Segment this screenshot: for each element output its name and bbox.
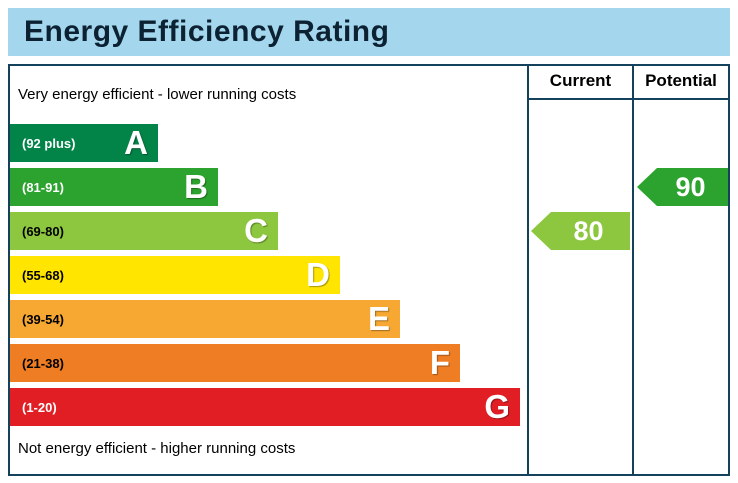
potential-column-header: Potential bbox=[645, 71, 717, 90]
bottom-note: Not energy efficient - higher running co… bbox=[18, 440, 296, 457]
chart-title-bar: Energy Efficiency Rating bbox=[8, 8, 730, 56]
band-a-range: (92 plus) bbox=[22, 135, 76, 151]
band-e: (39-54) E bbox=[10, 300, 400, 338]
band-e-range: (39-54) bbox=[22, 311, 64, 327]
band-a: (92 plus) A bbox=[10, 124, 158, 162]
potential-rating-arrow: 90 bbox=[637, 168, 728, 206]
band-g-letter: G bbox=[484, 388, 510, 425]
top-note: Very energy efficient - lower running co… bbox=[18, 86, 297, 103]
band-g-range: (1-20) bbox=[22, 399, 57, 415]
current-column-divider bbox=[527, 66, 529, 474]
band-d-letter: D bbox=[306, 256, 330, 293]
current-rating-value: 80 bbox=[573, 215, 604, 246]
band-f: (21-38) F bbox=[10, 344, 460, 382]
band-a-letter: A bbox=[124, 124, 148, 161]
band-b-letter: B bbox=[184, 168, 208, 205]
band-d-range: (55-68) bbox=[22, 267, 64, 283]
band-c-range: (69-80) bbox=[22, 223, 64, 239]
chart-title: Energy Efficiency Rating bbox=[24, 15, 390, 48]
potential-rating-value: 90 bbox=[675, 171, 706, 202]
band-d: (55-68) D bbox=[10, 256, 340, 294]
band-g: (1-20) G bbox=[10, 388, 520, 426]
band-b-range: (81-91) bbox=[22, 179, 64, 195]
band-f-letter: F bbox=[429, 344, 450, 381]
potential-column-divider bbox=[632, 66, 634, 474]
current-rating-arrow: 80 bbox=[531, 212, 630, 250]
band-c: (69-80) C bbox=[10, 212, 278, 250]
current-column-header: Current bbox=[549, 71, 612, 90]
band-b: (81-91) B bbox=[10, 168, 218, 206]
band-f-range: (21-38) bbox=[22, 355, 64, 371]
column-header-underline bbox=[527, 98, 728, 100]
band-c-letter: C bbox=[244, 212, 268, 249]
chart-area: Current Potential Very energy efficient … bbox=[8, 64, 730, 476]
band-e-letter: E bbox=[367, 300, 390, 337]
